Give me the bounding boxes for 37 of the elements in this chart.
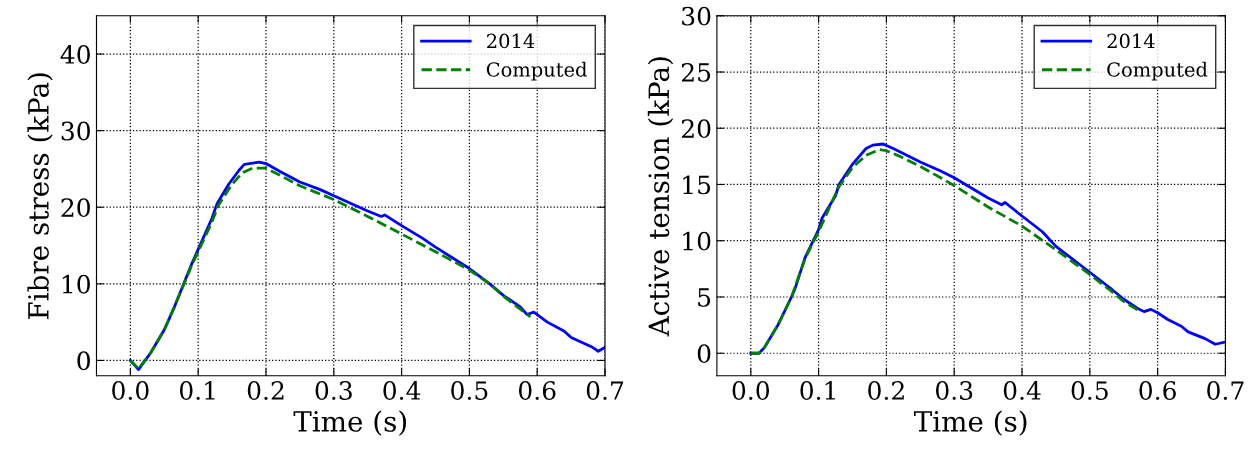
y-tick-label: 10 [683,231,711,251]
y-axis-title: Fibre stress (kPa) [27,73,53,319]
x-tick-label: 0.4 [1003,381,1041,400]
x-tick-label: 0.7 [1207,381,1244,400]
x-tick-label: 0.5 [1071,381,1108,400]
x-axis-title: Time (s) [913,410,1027,436]
x-tick-label: 0.5 [451,381,488,400]
x-tick-label: 0.1 [800,381,835,400]
legend-label: 2014 [487,33,535,49]
x-tick-label: 0.7 [586,381,624,400]
x-tick-label: 0.6 [518,381,556,400]
y-tick-label: 20 [681,119,711,139]
y-tick-label: 20 [61,198,90,218]
y-tick-label: 25 [681,62,711,82]
line-series [128,166,532,371]
x-tick-label: 0.0 [112,381,149,400]
x-tick-label: 0.0 [732,381,770,400]
y-tick-label: 40 [60,44,90,64]
y-tick-label: 5 [698,288,711,307]
y-tick-label: 15 [683,175,711,195]
x-tick-label: 0.4 [383,381,421,400]
y-tick-label: 30 [682,6,711,26]
legend-label: 2014 [1107,33,1155,49]
x-tick-label: 0.2 [247,381,284,400]
y-tick-label: 0 [697,344,711,364]
legend-label: Computed [486,61,587,81]
x-tick-label: 0.3 [935,381,973,400]
y-tick-label: 30 [61,121,90,141]
x-tick-label: 0.2 [868,381,904,400]
y-tick-label: 10 [62,274,90,294]
x-tick-label: 0.1 [179,381,215,400]
y-tick-label: 0 [77,351,90,371]
x-axis-title: Time (s) [293,410,407,436]
x-tick-label: 0.6 [1139,381,1176,400]
x-tick-label: 0.3 [315,381,352,400]
legend-label: Computed [1107,61,1208,81]
y-axis-title: Active tension (kPa) [647,57,674,337]
